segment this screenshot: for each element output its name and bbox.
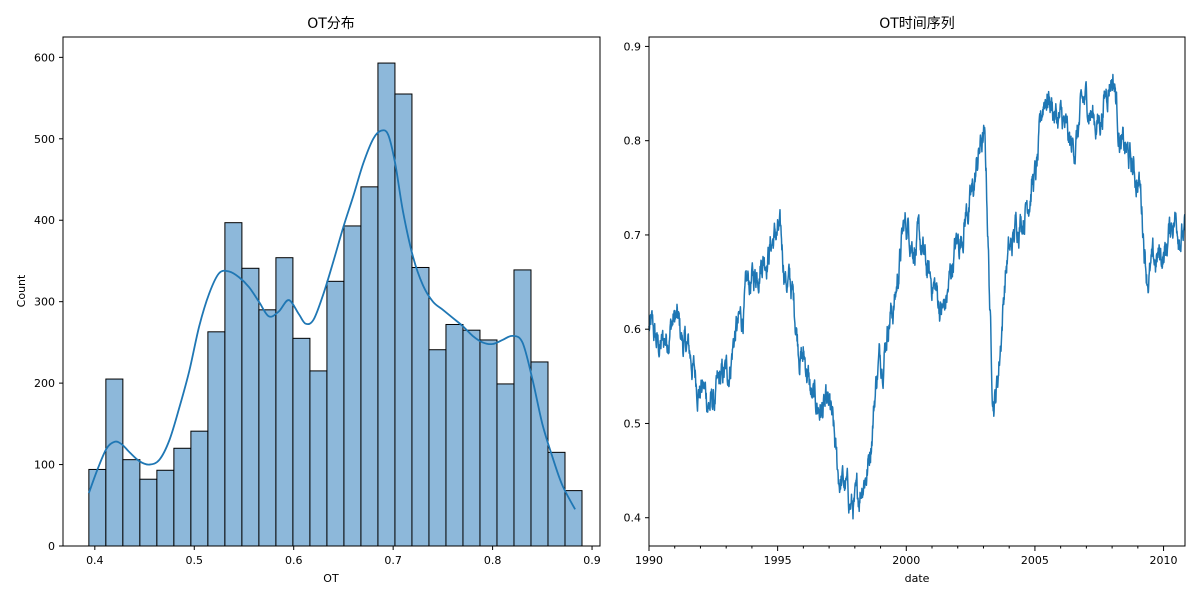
histogram-bar <box>360 186 379 547</box>
x-tick-label: 0.9 <box>583 554 601 567</box>
histogram-bar <box>105 378 124 547</box>
x-tick-label: 0.7 <box>384 554 402 567</box>
histogram-bar <box>462 329 481 547</box>
histogram-bar <box>530 361 549 547</box>
histogram-bar <box>258 309 277 547</box>
x-tick-label: 2005 <box>1021 554 1049 567</box>
timeseries-plot-frame <box>648 36 1186 547</box>
y-tick-label: 0.9 <box>624 40 642 53</box>
x-tick-label: 0.8 <box>484 554 502 567</box>
y-tick-label: 300 <box>34 296 55 309</box>
histogram-bar <box>241 267 260 547</box>
y-tick-label: 0.8 <box>624 135 642 148</box>
y-tick-label: 400 <box>34 214 55 227</box>
histogram-bar <box>88 468 107 547</box>
x-tick-label: 0.6 <box>285 554 303 567</box>
histogram-y-ticks: 0 100 200 300 400 500 600 <box>34 51 63 553</box>
y-tick-label: 0.7 <box>624 229 642 242</box>
histogram-bars <box>88 62 583 547</box>
histogram-bar <box>411 266 430 547</box>
histogram-bar <box>326 280 345 547</box>
histogram-bar <box>309 370 328 547</box>
histogram-title: OT分布 <box>307 16 355 32</box>
timeseries-x-ticks: 1990 1995 2000 2005 2010 <box>635 546 1178 567</box>
histogram-bar <box>343 225 362 547</box>
y-tick-label: 0 <box>48 540 55 553</box>
histogram-bar <box>377 62 396 547</box>
timeseries-x-label: date <box>905 572 930 585</box>
histogram-bar <box>207 331 226 547</box>
y-tick-label: 200 <box>34 377 55 390</box>
histogram-bar <box>547 451 566 547</box>
kde-curve <box>88 129 576 510</box>
histogram-bar <box>445 323 464 547</box>
y-tick-label: 0.4 <box>624 512 642 525</box>
histogram-bar <box>428 349 447 547</box>
x-tick-label: 0.4 <box>86 554 104 567</box>
histogram-plot-frame <box>62 36 601 547</box>
histogram-bar <box>173 447 192 547</box>
histogram-bar <box>479 339 498 547</box>
x-tick-label: 2000 <box>892 554 920 567</box>
histogram-bar <box>122 459 141 547</box>
y-tick-label: 500 <box>34 133 55 146</box>
x-tick-label: 2010 <box>1150 554 1178 567</box>
histogram-bar <box>139 478 158 547</box>
timeseries-title: OT时间序列 <box>879 16 955 32</box>
y-tick-label: 100 <box>34 459 55 472</box>
y-tick-label: 0.5 <box>624 417 642 430</box>
histogram-bar <box>292 337 311 547</box>
timeseries-y-ticks: 0.4 0.5 0.6 0.7 0.8 0.9 <box>624 40 649 525</box>
histogram-bar <box>394 93 413 547</box>
histogram-bar <box>496 383 515 547</box>
histogram-bar <box>513 269 532 547</box>
histogram-bar <box>190 430 209 547</box>
y-tick-label: 600 <box>34 51 55 64</box>
timeseries-line <box>648 73 1186 520</box>
x-tick-label: 0.5 <box>186 554 204 567</box>
timeseries-panel: OT时间序列 1990 1995 2000 2005 2010 0.4 0.5 0.6 0.7… <box>624 16 1186 585</box>
y-tick-label: 0.6 <box>624 323 642 336</box>
histogram-bar <box>564 490 583 547</box>
x-tick-label: 1995 <box>764 554 792 567</box>
histogram-y-label: Count <box>15 274 28 307</box>
timeseries-minor-ticks <box>674 546 1139 549</box>
x-tick-label: 1990 <box>635 554 663 567</box>
histogram-panel: OT分布 0.4 0.5 0.6 0.7 0.8 0.9 0 100 200 300 400 500… <box>15 16 601 585</box>
histogram-x-ticks: 0.4 0.5 0.6 0.7 0.8 0.9 <box>86 546 601 567</box>
histogram-bar <box>156 469 175 547</box>
histogram-x-label: OT <box>323 572 339 585</box>
